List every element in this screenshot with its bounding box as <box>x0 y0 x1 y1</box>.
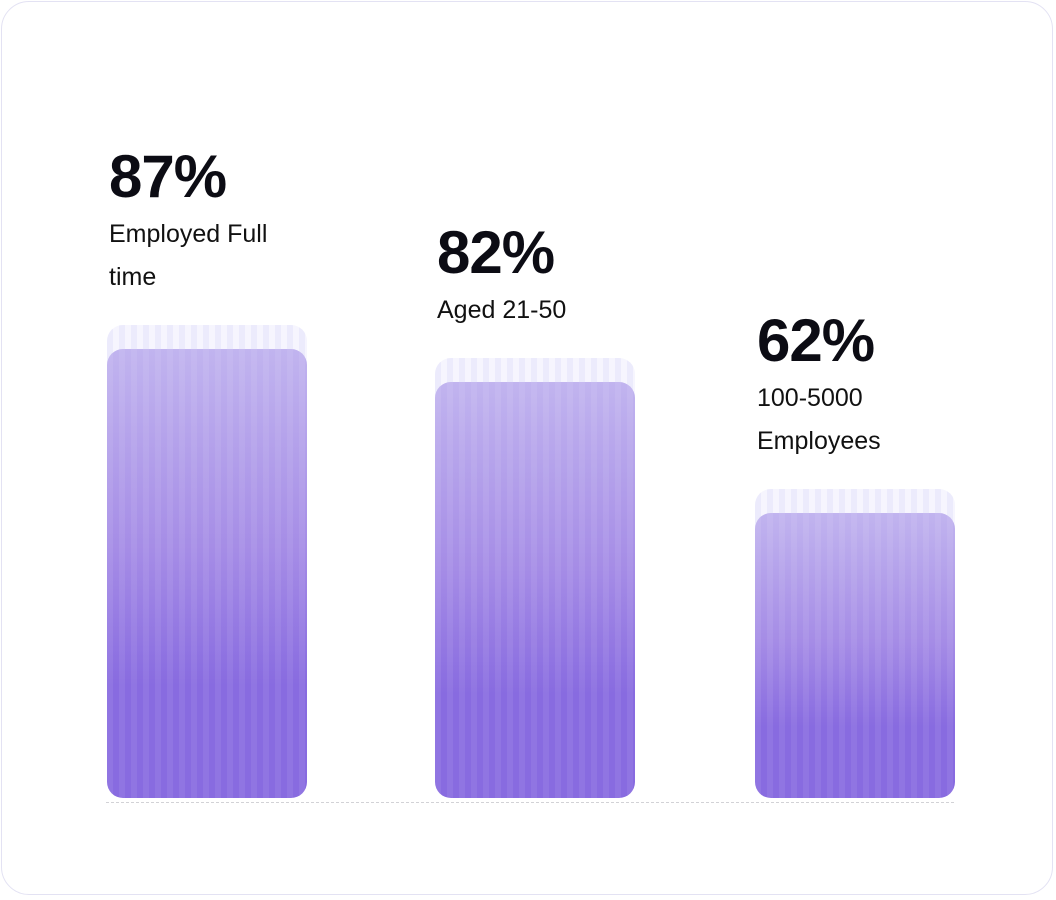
bar-column: 62% 100-5000 Employees <box>755 2 955 900</box>
category-label: Aged 21-50 <box>437 289 677 332</box>
bar-annotation: 82% Aged 21-50 <box>437 218 677 332</box>
bar-column: 87% Employed Full time <box>107 2 307 900</box>
baseline <box>106 802 954 803</box>
category-label: 100-5000 Employees <box>757 377 997 463</box>
bar <box>755 513 955 798</box>
bar-annotation: 87% Employed Full time <box>109 145 349 299</box>
bar <box>435 381 635 798</box>
category-label: Employed Full time <box>109 213 349 299</box>
category-label-line: Aged 21-50 <box>437 295 567 324</box>
category-label-line: Employed Full <box>109 220 268 248</box>
value-label: 87% <box>109 143 227 210</box>
bar-annotation: 62% 100-5000 Employees <box>757 309 997 463</box>
category-label-line: time <box>109 263 157 291</box>
category-label-line: 100-5000 <box>757 384 863 413</box>
value-label: 62% <box>757 307 875 375</box>
category-label-line: Employees <box>757 427 881 456</box>
value-label: 82% <box>437 218 555 286</box>
bar <box>107 349 307 798</box>
bar-column: 82% Aged 21-50 <box>435 2 635 900</box>
